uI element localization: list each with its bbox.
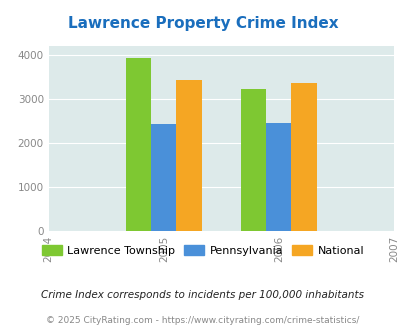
Bar bbox=[176, 80, 201, 231]
Text: © 2025 CityRating.com - https://www.cityrating.com/crime-statistics/: © 2025 CityRating.com - https://www.city… bbox=[46, 315, 359, 325]
Legend: Lawrence Township, Pennsylvania, National: Lawrence Township, Pennsylvania, Nationa… bbox=[37, 241, 368, 260]
Bar bbox=[265, 123, 291, 231]
Bar bbox=[151, 124, 176, 231]
Text: Lawrence Property Crime Index: Lawrence Property Crime Index bbox=[68, 16, 337, 31]
Bar bbox=[240, 89, 265, 231]
Bar bbox=[291, 83, 316, 231]
Text: Crime Index corresponds to incidents per 100,000 inhabitants: Crime Index corresponds to incidents per… bbox=[41, 290, 364, 300]
Bar bbox=[126, 58, 151, 231]
